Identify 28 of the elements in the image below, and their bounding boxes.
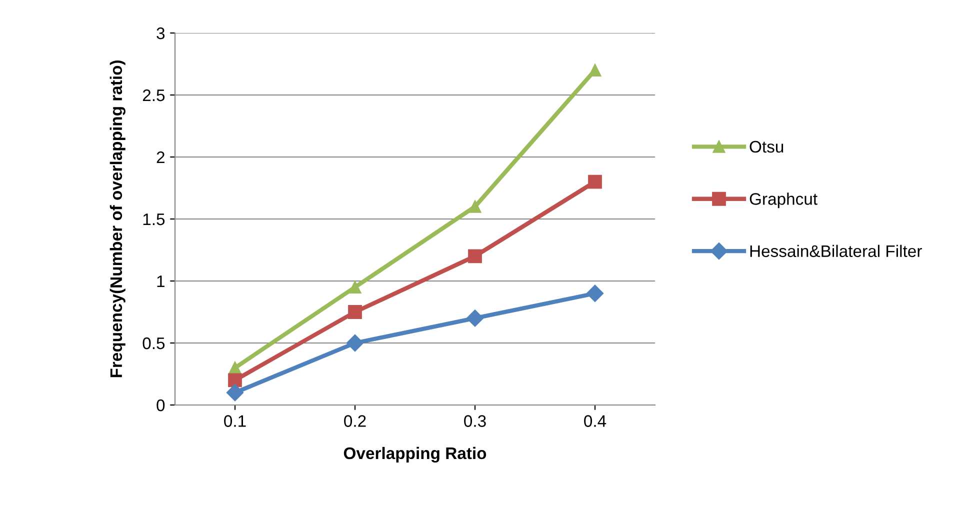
y-tick-label: 2.5 xyxy=(142,89,165,102)
point xyxy=(228,362,242,374)
point xyxy=(588,174,602,189)
y-tick-label: 0 xyxy=(156,399,165,412)
y-tick-label: 2 xyxy=(156,151,164,164)
legend-label: Graphcut xyxy=(750,192,818,208)
point xyxy=(348,280,362,294)
point xyxy=(466,310,484,327)
y-tick-label: 0.5 xyxy=(142,337,165,350)
y-axis-title: Frequency(Number of overlapping ratio) xyxy=(110,60,126,378)
point xyxy=(586,284,604,302)
point xyxy=(226,384,244,402)
x-axis-title: Overlapping Ratio xyxy=(344,446,486,463)
x-tick-label: 0.3 xyxy=(464,415,486,427)
point xyxy=(588,64,602,76)
point xyxy=(468,200,482,213)
point xyxy=(348,305,362,319)
x-tick-label: 0.2 xyxy=(344,415,366,427)
legend-label: Otsu xyxy=(750,140,784,153)
point xyxy=(346,334,364,352)
y-tick-label: 1 xyxy=(157,276,164,288)
legend-label: Hessain&Bilateral Filter xyxy=(750,244,922,258)
x-tick-label: 0.1 xyxy=(224,415,246,427)
y-tick-label: 1.5 xyxy=(143,214,165,226)
point xyxy=(468,249,482,264)
x-tick-label: 0.4 xyxy=(584,415,606,427)
point xyxy=(228,373,242,388)
y-tick-label: 3 xyxy=(156,27,165,40)
